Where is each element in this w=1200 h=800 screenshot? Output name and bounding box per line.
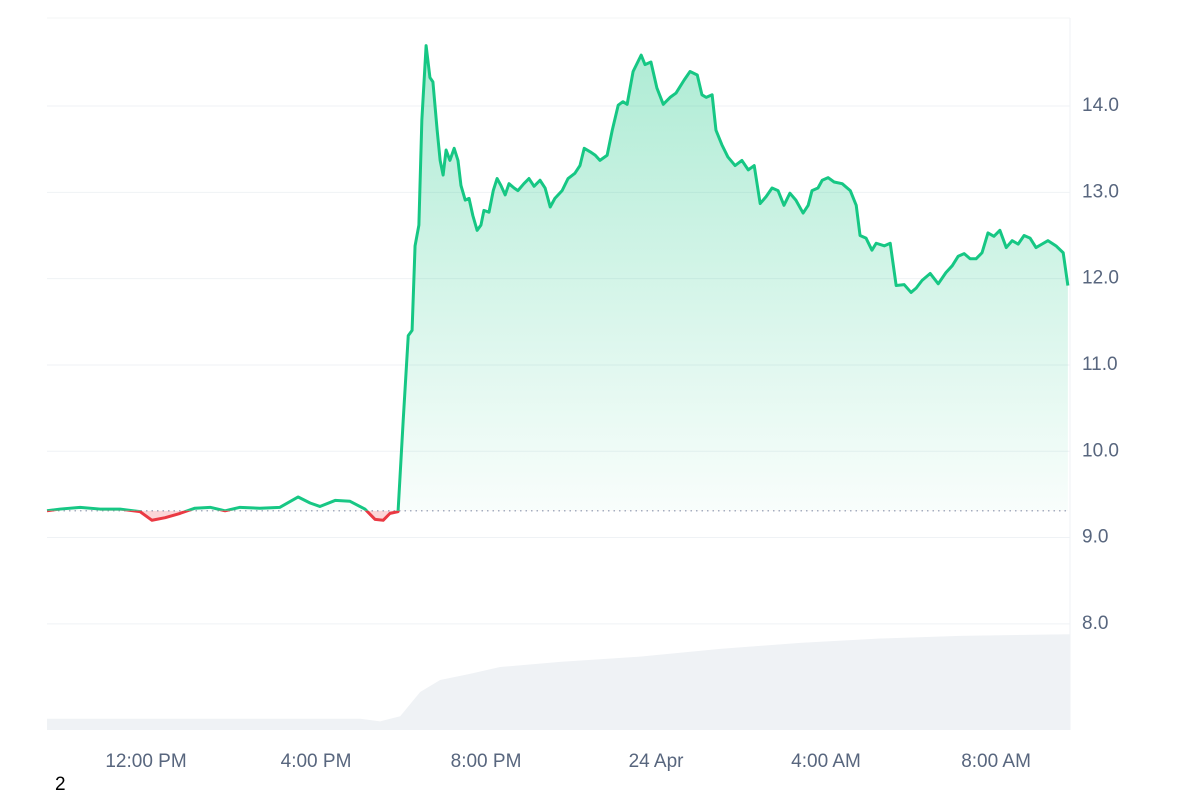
area-below [133,510,399,521]
x-tick-label: 8:00 PM [451,751,522,772]
x-tick-label: 24 Apr [629,751,685,772]
footer-text: 2 [55,774,66,795]
x-tick-label: 4:00 PM [281,751,352,772]
x-tick-label: 8:00 AM [961,751,1031,772]
y-tick-label: 14.0 [1082,95,1119,116]
y-tick-label: 8.0 [1082,613,1108,634]
y-tick-label: 12.0 [1082,268,1119,289]
volume-area [47,634,1070,730]
x-tick-label: 4:00 AM [791,751,861,772]
area-above [47,45,1068,511]
y-tick-label: 9.0 [1082,527,1108,548]
y-tick-label: 11.0 [1082,354,1118,375]
price-line [46,44,1070,511]
y-tick-label: 10.0 [1082,440,1119,461]
x-tick-label: 12:00 PM [105,751,186,772]
y-tick-label: 13.0 [1082,181,1119,202]
